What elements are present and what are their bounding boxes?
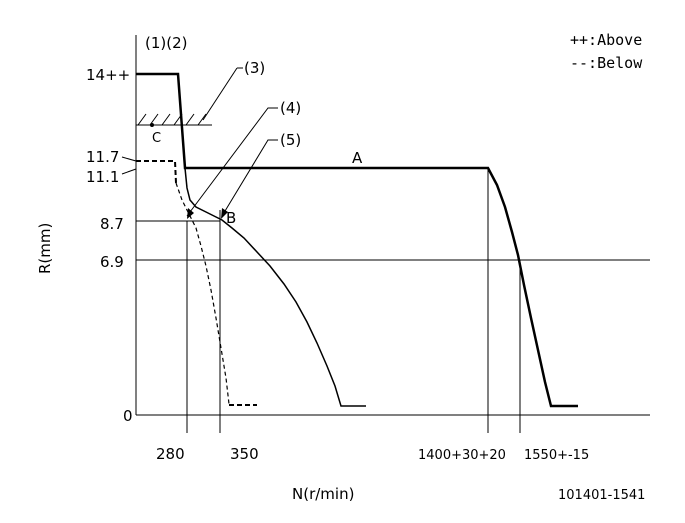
x-axis-label: N(r/min): [292, 485, 354, 503]
leader-11.1: [121, 168, 137, 175]
callout-3: (3): [244, 59, 265, 77]
y-axis-label: R(mm): [36, 223, 54, 274]
x-tick-350: 350: [230, 445, 259, 463]
curve-main: [136, 72, 578, 408]
y-tick-14: 14++: [86, 66, 130, 84]
y-tick-8.7: 8.7: [100, 215, 124, 233]
y-tick-11.1: 11.1: [86, 168, 119, 186]
leader-3: [202, 67, 238, 121]
legend-above: ++:Above: [570, 31, 642, 49]
curve-dashed-head: [136, 160, 177, 184]
arrow-4: [187, 208, 194, 219]
point-c-marker: [150, 123, 154, 127]
callout-1-2: (1)(2): [145, 34, 188, 52]
point-a-label: A: [352, 149, 363, 167]
callout-5: (5): [280, 131, 301, 149]
x-tick-1550: 1550+-15: [524, 448, 589, 463]
point-c-label: C: [152, 131, 161, 146]
leader-5: [221, 139, 278, 217]
curve-dashed-body: [175, 182, 230, 405]
drawing-number: 101401-1541: [558, 488, 645, 503]
legend-below: --:Below: [570, 54, 643, 72]
x-tick-1400: 1400+30+20: [418, 448, 506, 463]
arrow-5: [221, 208, 228, 219]
y-tick-6.9: 6.9: [100, 253, 124, 271]
x-tick-280: 280: [156, 445, 185, 463]
y-tick-0: 0: [123, 407, 133, 425]
leader-11.7: [121, 156, 137, 162]
y-tick-11.7: 11.7: [86, 148, 119, 166]
limit-hatch: [137, 113, 207, 126]
leader-4: [186, 107, 278, 217]
callout-4: (4): [280, 99, 301, 117]
point-b-label: B: [226, 209, 236, 227]
curve-lower: [184, 167, 366, 407]
